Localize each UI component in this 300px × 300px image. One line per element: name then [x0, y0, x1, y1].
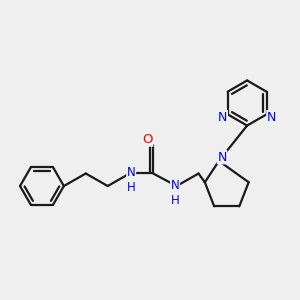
Text: N: N — [218, 111, 227, 124]
Text: N
H: N H — [127, 167, 136, 194]
Text: N
H: N H — [171, 179, 179, 207]
Text: N: N — [218, 151, 227, 164]
Text: O: O — [142, 133, 153, 146]
Text: N: N — [267, 111, 276, 124]
